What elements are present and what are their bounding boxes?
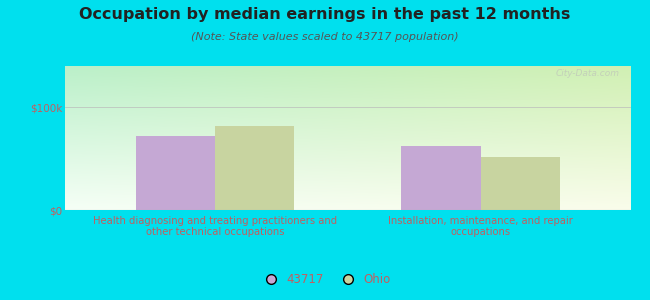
Legend: 43717, Ohio: 43717, Ohio: [255, 269, 395, 291]
Text: (Note: State values scaled to 43717 population): (Note: State values scaled to 43717 popu…: [191, 32, 459, 41]
Bar: [136, 136, 215, 210]
Text: City-Data.com: City-Data.com: [555, 69, 619, 78]
Bar: [402, 146, 480, 210]
Bar: [480, 157, 560, 210]
Bar: [215, 126, 294, 210]
Text: Occupation by median earnings in the past 12 months: Occupation by median earnings in the pas…: [79, 8, 571, 22]
